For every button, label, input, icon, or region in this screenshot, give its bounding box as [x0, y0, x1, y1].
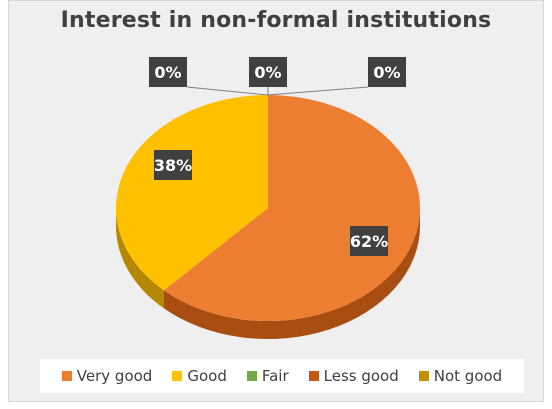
leader-line-not-good	[267, 86, 369, 96]
legend-item-not-good: Not good	[418, 367, 503, 385]
data-label-text: 0%	[373, 63, 400, 82]
legend-swatch	[246, 371, 257, 381]
legend-label: Very good	[76, 367, 153, 385]
data-label-good: 38%	[154, 150, 192, 180]
data-label-text: 0%	[254, 63, 281, 82]
legend-item-good: Good	[172, 367, 227, 385]
data-label-very-good: 62%	[350, 226, 388, 256]
leader-line-fair	[186, 86, 269, 96]
pie-tops	[116, 95, 421, 322]
legend-label: Less good	[323, 367, 399, 385]
pie-sides	[115, 208, 420, 339]
legend-swatch	[61, 371, 72, 381]
data-label-text: 38%	[154, 156, 192, 175]
legend-swatch	[172, 371, 183, 381]
data-label-fair: 0%	[149, 57, 187, 87]
pie-slice-very-good	[163, 95, 421, 322]
legend-item-fair: Fair	[246, 367, 289, 385]
data-label-not-good: 0%	[368, 57, 406, 87]
legend-label: Fair	[261, 367, 289, 385]
legend-label: Not good	[433, 367, 503, 385]
pie-labels: 62% 38% 0% 0% 0%	[149, 57, 406, 256]
data-label-less-good: 0%	[249, 57, 287, 87]
legend-swatch	[308, 371, 319, 381]
data-label-text: 62%	[350, 232, 388, 251]
legend-item-very-good: Very good	[61, 367, 153, 385]
legend-label: Good	[187, 367, 227, 385]
pie-slice-good	[116, 95, 268, 291]
legend: Very good Good Fair Less good Not good	[40, 359, 524, 393]
legend-swatch	[418, 371, 429, 381]
data-label-text: 0%	[154, 63, 181, 82]
chart-title: Interest in non-formal institutions	[60, 8, 492, 33]
legend-item-less-good: Less good	[308, 367, 399, 385]
pie-side-very-good	[163, 208, 420, 339]
pie-side-good	[115, 208, 164, 309]
leader-lines	[186, 86, 369, 96]
